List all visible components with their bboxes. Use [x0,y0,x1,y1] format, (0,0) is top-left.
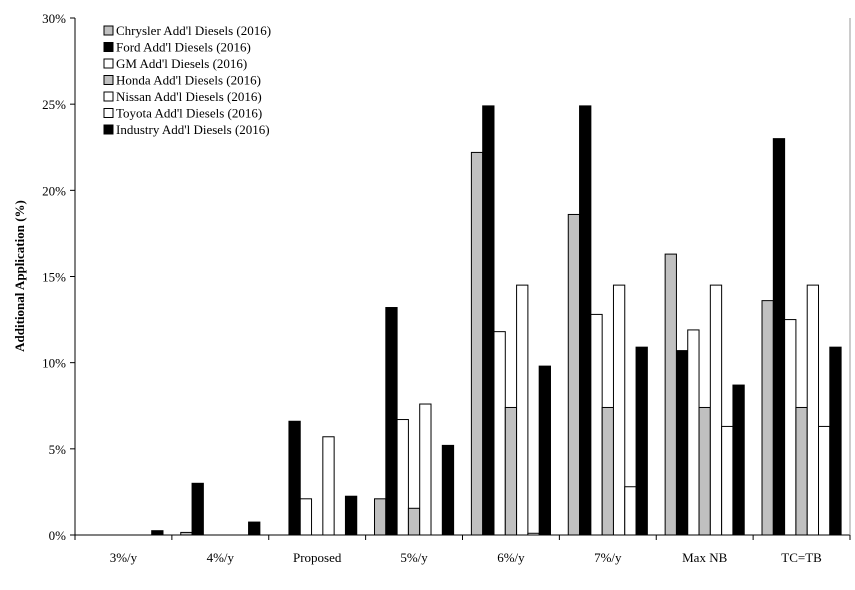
bar-1-6 [675,350,689,536]
bar-4-6 [709,284,723,536]
x-tick-label: Proposed [293,550,342,565]
bar-1-3 [385,307,398,536]
x-ticks: 3%/y 4%/y Proposed 5%/y 6%/y 7%/y Max NB TC=TB [74,535,851,565]
bar-3-3 [407,507,421,536]
x-tick-label: Max NB [682,550,727,565]
bar-2-4 [493,331,506,536]
bar-4-7 [806,284,820,536]
bar-1-2 [288,420,301,536]
bar-6-2 [344,495,358,536]
bar-6-0 [151,530,164,536]
bar-1-7 [772,138,786,536]
y-tick-label: 20% [42,183,66,198]
x-tick-label: TC=TB [781,550,822,565]
bar-1-1 [191,482,204,536]
legend-label: Nissan Add'l Diesels (2016) [116,89,262,104]
legend-swatch [103,42,114,52]
bar-0-3 [374,498,387,536]
bar-6-6 [732,384,745,536]
y-tick-label: 0% [49,528,67,543]
bar-0-6 [664,253,677,536]
legend-label: Honda Add'l Diesels (2016) [116,73,261,88]
bar-6-3 [441,444,455,536]
bar-6-1 [248,521,261,536]
bar-6-5 [635,346,648,536]
legend-swatch [103,75,114,85]
bar-3-5 [601,406,614,536]
y-tick-label: 30% [42,11,66,26]
y-axis-label: Additional Application (%) [12,200,27,352]
bar-4-4 [516,284,529,536]
legend-label: Toyota Add'l Diesels (2016) [116,106,262,121]
y-tick-label: 10% [42,356,66,371]
bar-0-7 [761,300,774,536]
x-tick-label: 7%/y [594,550,622,565]
bar-5-6 [721,425,734,536]
bar-2-5 [590,313,603,536]
y-tick-label: 15% [42,270,66,285]
x-tick-label: 6%/y [497,550,525,565]
legend-swatch [103,108,114,118]
bar-1-5 [579,105,592,536]
bar-3-7 [795,406,808,536]
x-tick-label: 4%/y [207,550,235,565]
bar-4-2 [322,436,335,536]
bar-2-7 [784,319,797,536]
legend-swatch [103,58,114,69]
bar-3-4 [504,406,518,536]
bar-5-7 [818,425,831,536]
y-ticks: 0% 5% 10% 15% 20% 25% 30% [42,11,75,543]
legend-label: GM Add'l Diesels (2016) [116,56,247,71]
bar-1-4 [482,105,495,536]
legend-swatch [103,25,114,36]
legend-label: Chrysler Add'l Diesels (2016) [116,23,271,38]
bar-6-4 [538,365,551,536]
bars-layer [151,105,842,536]
legend-label: Industry Add'l Diesels (2016) [116,122,270,137]
legend-label: Ford Add'l Diesels (2016) [116,40,251,55]
bar-5-5 [624,486,637,536]
bar-6-7 [829,346,842,536]
legend-swatch [103,91,114,102]
y-tick-label: 5% [49,442,67,457]
bar-0-5 [567,213,581,536]
y-tick-label: 25% [42,97,66,112]
x-tick-label: 5%/y [400,550,428,565]
legend-swatch [103,124,114,135]
x-tick-label: 3%/y [110,550,138,565]
bar-4-3 [419,403,432,536]
bar-0-4 [470,151,484,536]
bar-2-2 [299,498,313,536]
bar-3-6 [698,406,711,536]
bar-4-5 [612,284,626,536]
legend: Chrysler Add'l Diesels (2016) Ford Add'l … [103,23,271,137]
bar-2-6 [687,329,700,536]
bar-2-3 [396,419,409,536]
